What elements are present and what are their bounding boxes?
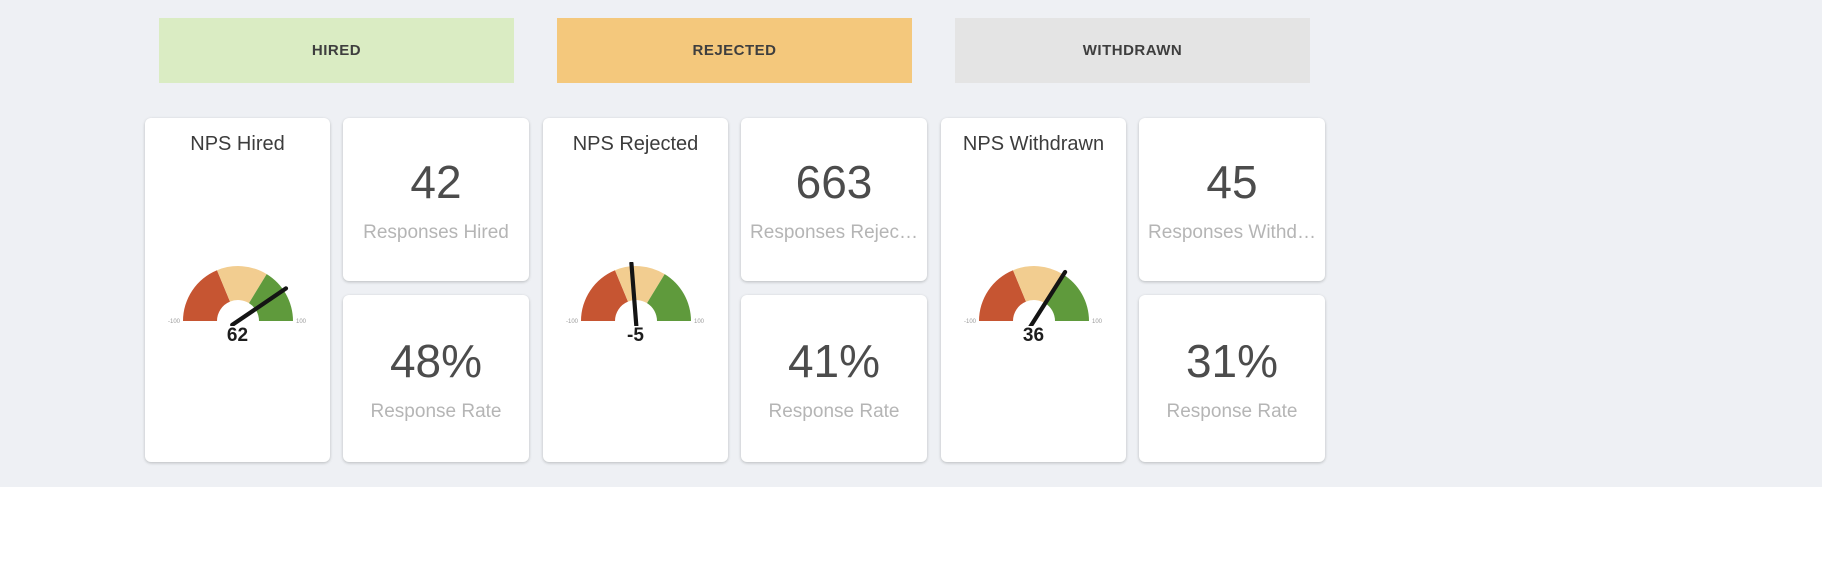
gauge-wrap: -100 100 -5 (543, 260, 728, 347)
svg-text:-100: -100 (565, 319, 578, 325)
responses-count: 45 (1206, 156, 1258, 208)
responses-label: Responses Hired (363, 222, 509, 243)
svg-text:100: 100 (296, 319, 307, 325)
hired-cards: NPS Hired -100 100 62 42 Responses Hired … (145, 118, 529, 462)
status-band-rejected: REJECTED (557, 18, 912, 83)
response-rate-hired-card[interactable]: 48% Response Rate (343, 295, 529, 462)
gauge-card-title: NPS Hired (190, 133, 285, 155)
nps-withdrawn-gauge-card[interactable]: NPS Withdrawn -100 100 36 (941, 118, 1126, 462)
rejected-cards: NPS Rejected -100 100 -5 663 Responses Re… (543, 118, 927, 462)
nps-gauge-value: 62 (226, 324, 249, 346)
responses-label: Responses Withd… (1148, 222, 1316, 243)
nps-gauge-chart: -100 100 (959, 262, 1109, 329)
hired-stat-column: 42 Responses Hired 48% Response Rate (343, 118, 529, 462)
svg-text:100: 100 (694, 319, 705, 325)
response-rate-value: 31% (1185, 335, 1279, 387)
responses-count: 42 (410, 156, 462, 208)
response-rate-label: Response Rate (768, 401, 900, 422)
bottom-strip (0, 487, 1822, 566)
svg-text:-100: -100 (167, 319, 180, 325)
rejected-stat-column: 663 Responses Rejec… 41% Response Rate (741, 118, 927, 462)
nps-rejected-gauge-card[interactable]: NPS Rejected -100 100 -5 (543, 118, 728, 462)
gauge-wrap: -100 100 62 (145, 262, 330, 347)
response-rate-label: Response Rate (370, 401, 502, 422)
gauge-card-title: NPS Rejected (572, 133, 699, 155)
status-group-withdrawn: WITHDRAWN NPS Withdrawn -100 100 36 45 Re… (941, 18, 1325, 462)
responses-rejected-card[interactable]: 663 Responses Rejec… (741, 118, 927, 281)
withdrawn-cards: NPS Withdrawn -100 100 36 45 Responses Wi… (941, 118, 1325, 462)
nps-gauge-chart: -100 100 (561, 260, 711, 330)
svg-text:-100: -100 (963, 319, 976, 325)
nps-dashboard: HIRED NPS Hired -100 100 62 42 Responses … (145, 18, 1325, 462)
responses-count: 663 (795, 156, 873, 208)
nps-gauge-value: -5 (627, 324, 644, 346)
status-band-label: WITHDRAWN (1082, 42, 1183, 59)
responses-label: Responses Rejec… (750, 222, 918, 243)
response-rate-rejected-card[interactable]: 41% Response Rate (741, 295, 927, 462)
gauge-wrap: -100 100 36 (941, 262, 1126, 347)
nps-gauge-chart: -100 100 (163, 262, 313, 327)
nps-hired-gauge-card[interactable]: NPS Hired -100 100 62 (145, 118, 330, 462)
response-rate-label: Response Rate (1166, 401, 1298, 422)
responses-withdrawn-card[interactable]: 45 Responses Withd… (1139, 118, 1325, 281)
svg-text:100: 100 (1092, 319, 1103, 325)
response-rate-value: 41% (787, 335, 881, 387)
gauge-card-title: NPS Withdrawn (962, 133, 1105, 155)
nps-gauge-value: 36 (1022, 324, 1045, 346)
status-band-label: HIRED (311, 42, 362, 59)
withdrawn-stat-column: 45 Responses Withd… 31% Response Rate (1139, 118, 1325, 462)
response-rate-withdrawn-card[interactable]: 31% Response Rate (1139, 295, 1325, 462)
status-band-label: REJECTED (692, 42, 777, 59)
status-band-withdrawn: WITHDRAWN (955, 18, 1310, 83)
status-band-hired: HIRED (159, 18, 514, 83)
responses-hired-card[interactable]: 42 Responses Hired (343, 118, 529, 281)
response-rate-value: 48% (389, 335, 483, 387)
status-group-rejected: REJECTED NPS Rejected -100 100 -5 663 Res… (543, 18, 927, 462)
status-group-hired: HIRED NPS Hired -100 100 62 42 Responses … (145, 18, 529, 462)
